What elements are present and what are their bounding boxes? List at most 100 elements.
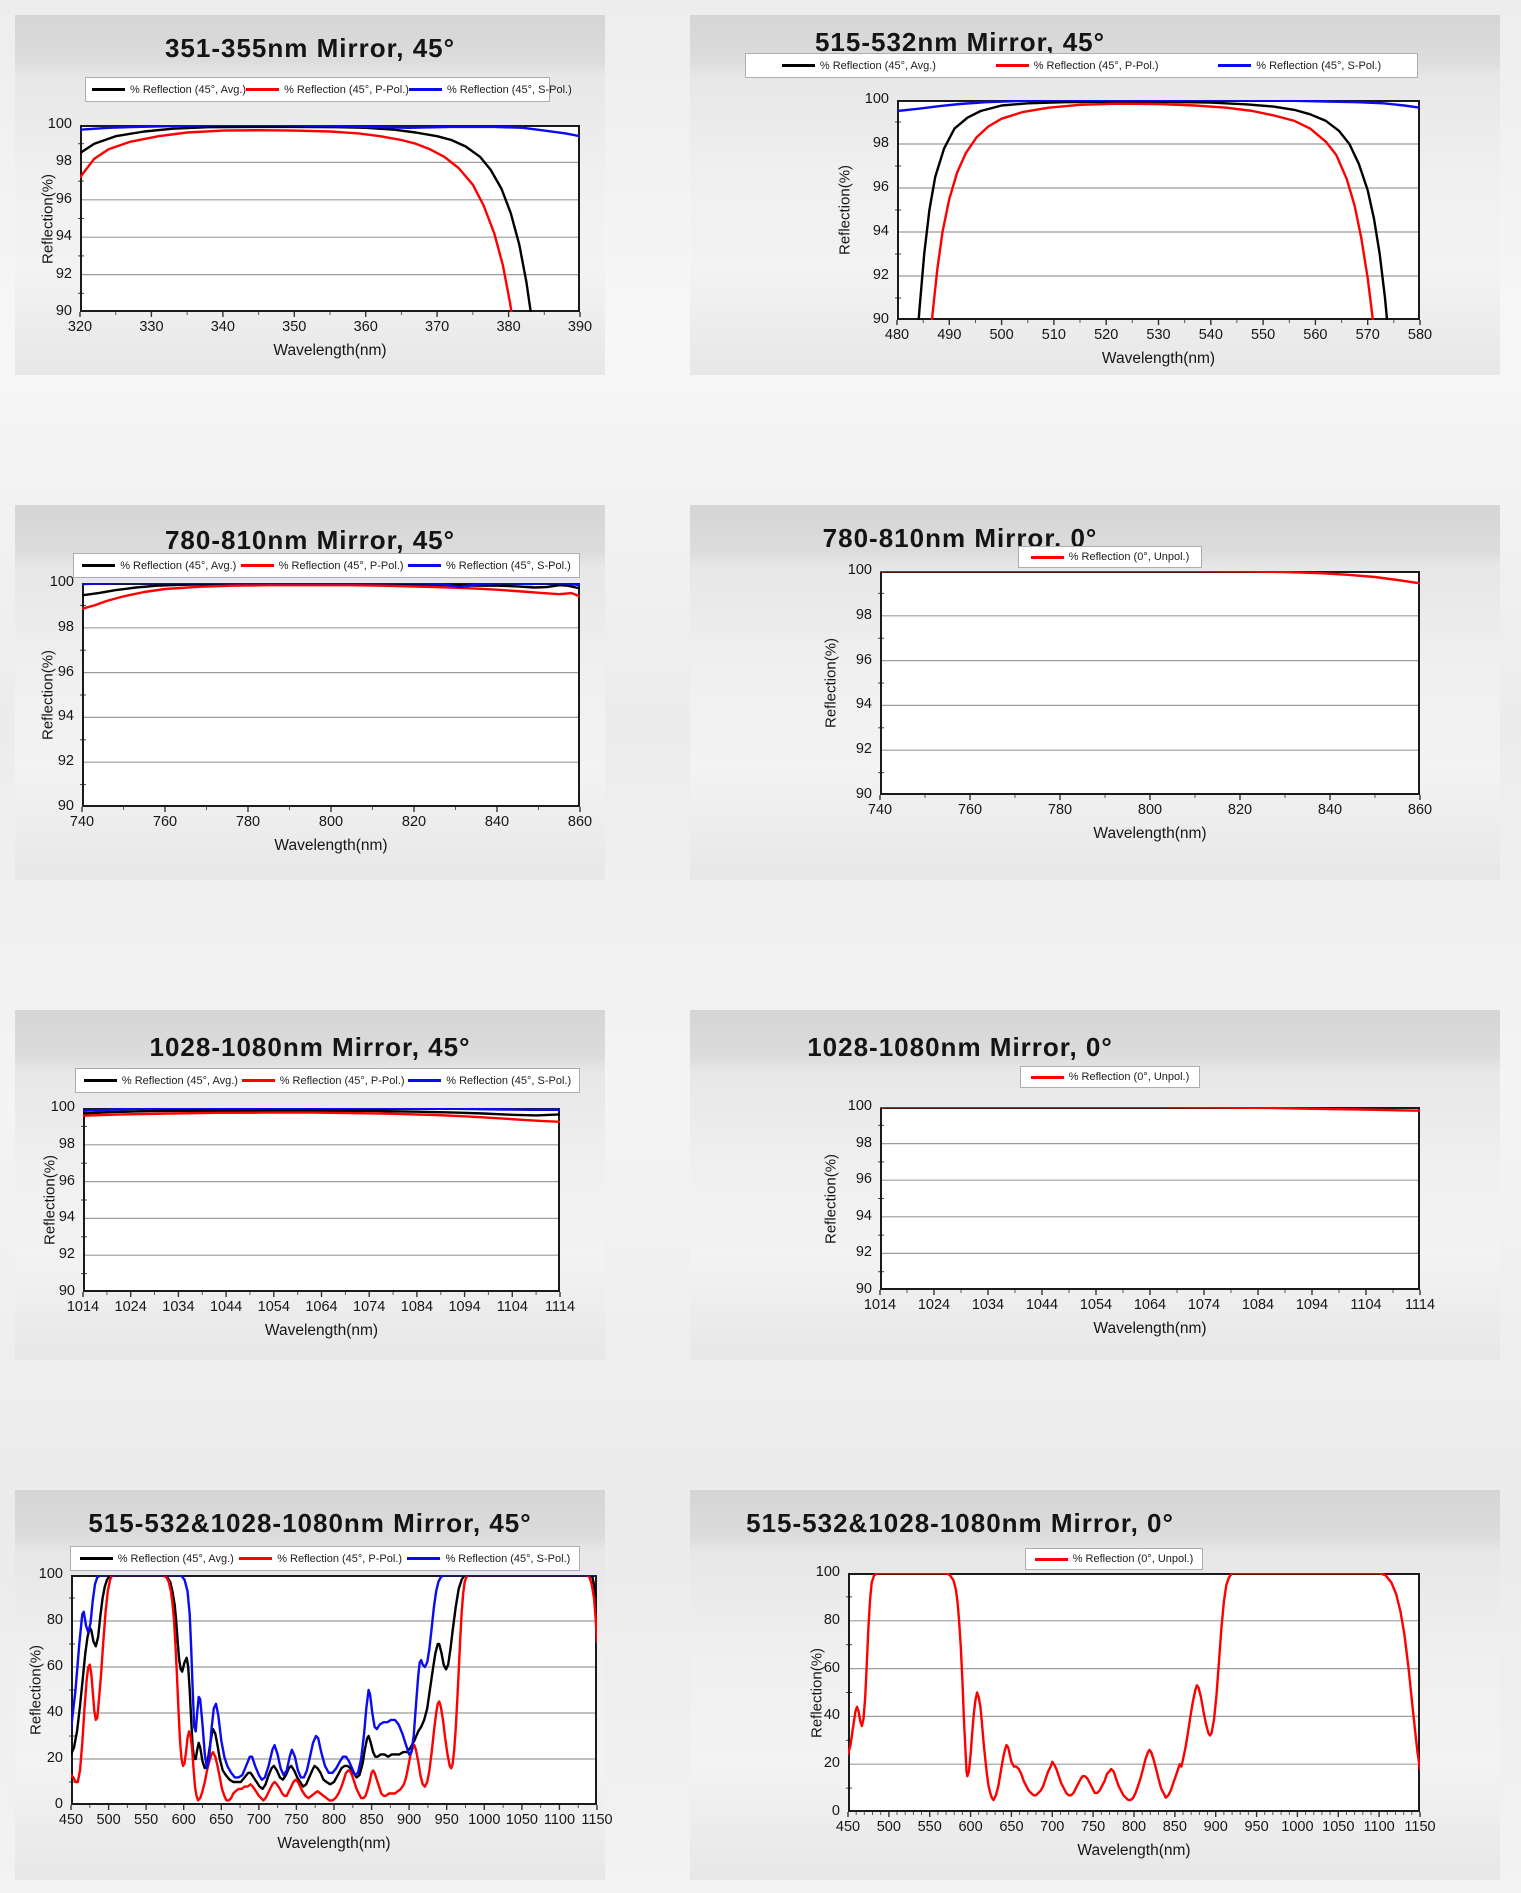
chart-1028-1080nm-mirror-0deg: 1028-1080nm Mirror, 0° % Reflection (0°,… — [690, 1010, 1500, 1360]
x-tick-label: 700 — [246, 1812, 271, 1828]
y-tick-label: 94 — [55, 228, 72, 245]
y-axis-label: Reflection(%) — [808, 1647, 826, 1738]
x-tick-label: 1074 — [353, 1299, 386, 1315]
legend-item: % Reflection (45°, P-Pol.) — [995, 60, 1159, 72]
y-axis-label: Reflection(%) — [39, 649, 57, 741]
x-tick-label: 510 — [1041, 327, 1066, 343]
y-axis-label: Reflection(%) — [27, 1644, 45, 1736]
y-tick-label: 60 — [823, 1659, 840, 1676]
x-tick-label: 1114 — [1404, 1297, 1436, 1313]
legend-label: % Reflection (45°, P-Pol.) — [277, 1552, 403, 1565]
x-tick-label: 1084 — [400, 1299, 434, 1315]
plot-canvas — [78, 125, 581, 317]
x-tick-label: 900 — [1203, 1819, 1228, 1835]
x-tick-label: 490 — [937, 327, 962, 343]
x-tick-label: 370 — [425, 319, 450, 335]
y-tick-label: 92 — [58, 1246, 75, 1263]
x-tick-label: 760 — [957, 802, 983, 818]
x-tick-label: 1000 — [1281, 1819, 1314, 1835]
y-tick-label: 98 — [855, 606, 872, 623]
plot-background — [71, 1575, 597, 1805]
series-line — [83, 1109, 560, 1117]
legend-line-swatch — [240, 564, 274, 567]
y-tick-label: 90 — [58, 1283, 75, 1299]
x-tick-label: 520 — [1094, 327, 1119, 343]
plot-canvas — [895, 100, 1421, 325]
chart-351-355nm-mirror-45deg: 351-355nm Mirror, 45° % Reflection (45°,… — [15, 15, 605, 375]
chart-title: 515-532&1028-1080nm Mirror, 45° — [88, 1508, 532, 1538]
x-tick-label: 550 — [1250, 327, 1276, 343]
x-tick-label: 530 — [1146, 327, 1171, 343]
y-tick-label: 100 — [815, 1564, 840, 1580]
y-tick-label: 92 — [855, 741, 872, 758]
x-tick-label: 950 — [1244, 1819, 1269, 1835]
legend-line-swatch — [83, 1079, 117, 1082]
legend-label: % Reflection (45°, Avg.) — [130, 83, 247, 96]
chart-515-532nm-mirror-45deg: 515-532nm Mirror, 45° % Reflection (45°,… — [690, 15, 1500, 375]
legend-item: % Reflection (0°, Unpol.) — [1030, 551, 1189, 563]
y-tick-label: 90 — [872, 311, 889, 327]
chart-780-810nm-mirror-45deg: 780-810nm Mirror, 45° % Reflection (45°,… — [15, 505, 605, 880]
series-line — [930, 102, 1375, 320]
plot-canvas — [878, 1107, 1421, 1295]
x-tick-label: 540 — [1198, 327, 1223, 343]
x-tick-label: 1024 — [114, 1299, 147, 1315]
legend-label: % Reflection (45°, Avg.) — [121, 1074, 238, 1087]
plot-background — [880, 571, 1420, 795]
x-axis-label: Wavelength(nm) — [1093, 1320, 1207, 1337]
y-tick-label: 100 — [49, 574, 74, 590]
x-tick-label: 1044 — [1025, 1297, 1059, 1313]
series-line — [848, 1573, 1420, 1802]
chart-legend: % Reflection (0°, Unpol.) — [1025, 1548, 1203, 1570]
plot-background — [83, 1108, 560, 1292]
x-tick-label: 550 — [134, 1812, 159, 1828]
legend-line-swatch — [1034, 1557, 1068, 1561]
series-line — [80, 125, 580, 138]
y-tick-label: 98 — [55, 153, 72, 170]
x-axis-label: Wavelength(nm) — [273, 342, 387, 359]
legend-item: % Reflection (45°, Avg.) — [781, 60, 936, 72]
chart-plot — [878, 1107, 1421, 1295]
series-line — [82, 583, 580, 597]
legend-item: % Reflection (45°, Avg.) — [92, 84, 246, 96]
y-tick-label: 96 — [55, 190, 72, 207]
x-tick-label: 1034 — [971, 1297, 1005, 1313]
plot-background — [880, 1107, 1420, 1290]
legend-label: % Reflection (45°, S-Pol.) — [1256, 59, 1382, 72]
series-line — [917, 100, 1389, 320]
x-tick-label: 800 — [321, 1812, 347, 1828]
y-tick-label: 94 — [58, 1209, 75, 1226]
x-tick-label: 820 — [401, 814, 427, 830]
legend-item: % Reflection (45°, S-Pol.) — [407, 1553, 570, 1565]
x-tick-label: 1044 — [209, 1299, 243, 1315]
plot-background — [80, 125, 580, 312]
y-tick-label: 98 — [855, 1134, 872, 1151]
y-tick-label: 90 — [57, 798, 74, 814]
y-tick-label: 100 — [38, 1566, 63, 1582]
x-tick-label: 1100 — [1363, 1819, 1395, 1835]
y-tick-label: 100 — [47, 116, 72, 132]
x-axis-label: Wavelength(nm) — [1093, 825, 1207, 842]
legend-label: % Reflection (45°, Avg.) — [117, 1552, 234, 1565]
y-tick-label: 92 — [55, 265, 72, 282]
legend-line-swatch — [781, 64, 815, 67]
x-tick-label: 320 — [67, 319, 93, 335]
x-tick-label: 1050 — [505, 1812, 538, 1828]
series-line — [880, 571, 1420, 585]
x-tick-label: 560 — [1303, 327, 1328, 343]
x-axis-label: Wavelength(nm) — [274, 837, 388, 854]
x-tick-label: 780 — [235, 814, 261, 830]
x-tick-label: 390 — [567, 319, 593, 335]
chart-plot — [80, 583, 581, 812]
y-tick-label: 96 — [855, 651, 872, 668]
x-tick-label: 650 — [209, 1812, 234, 1828]
legend-label: % Reflection (45°, S-Pol.) — [445, 1552, 571, 1565]
y-tick-label: 98 — [58, 1135, 75, 1152]
chart-title: 351-355nm Mirror, 45° — [164, 33, 456, 63]
chart-plot — [78, 125, 581, 317]
chart-1028-1080nm-mirror-45deg: 1028-1080nm Mirror, 45° % Reflection (45… — [15, 1010, 605, 1360]
y-tick-label: 96 — [58, 1172, 75, 1189]
x-tick-label: 800 — [1121, 1819, 1147, 1835]
x-tick-label: 1104 — [496, 1299, 528, 1315]
x-tick-label: 900 — [397, 1812, 422, 1828]
